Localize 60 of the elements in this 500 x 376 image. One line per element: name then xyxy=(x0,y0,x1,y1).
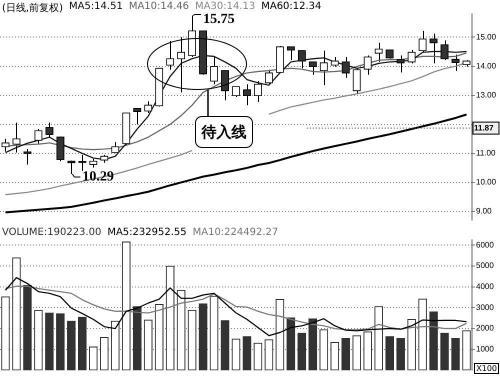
candlestick xyxy=(232,86,240,98)
candlestick xyxy=(254,80,262,102)
bar xyxy=(220,320,230,370)
candlestick xyxy=(111,142,120,154)
candlestick xyxy=(430,33,438,64)
text: VOLUME:190223.00 xyxy=(2,227,102,238)
y-tick-label: 5000 xyxy=(476,261,494,270)
bar xyxy=(198,303,208,370)
y-tick-label: 15.00 xyxy=(476,32,497,42)
y-tick-label: 10.00 xyxy=(476,178,497,187)
bar xyxy=(45,312,54,370)
text: MA5:232952.55 xyxy=(107,227,187,238)
text: X100 xyxy=(474,363,499,374)
ref-line-label: 11.87 xyxy=(474,123,494,132)
candlestick xyxy=(418,30,427,53)
text: MA60:12.34 xyxy=(261,1,322,14)
y-tick-label: 13.00 xyxy=(476,90,497,100)
candlestick xyxy=(243,84,251,106)
y-tick-label: 1000 xyxy=(476,344,494,354)
bar xyxy=(78,316,87,370)
text: MA30:14.13 xyxy=(195,1,256,12)
bar xyxy=(67,320,76,370)
annotation: 待入线 xyxy=(195,116,253,148)
candlestick xyxy=(24,148,32,165)
y-tick-label: 9.00 xyxy=(476,206,492,216)
chart-title: (日线,前复权) xyxy=(2,2,63,15)
candlestick xyxy=(440,40,448,61)
candlestick xyxy=(34,128,42,144)
text: MA10:224492.27 xyxy=(192,227,278,238)
text: MA5:14.51 xyxy=(68,1,123,14)
y-tick-label: 6000 xyxy=(476,240,494,250)
y-tick-label: 4000 xyxy=(476,282,494,292)
bar xyxy=(298,332,306,370)
bar xyxy=(308,318,318,370)
candlestick xyxy=(342,56,350,78)
y-tick-label: 2000 xyxy=(476,324,494,333)
candlestick xyxy=(210,56,218,85)
bar xyxy=(286,317,296,370)
y-tick-label: 3000 xyxy=(476,302,494,312)
bar xyxy=(451,338,460,370)
bar xyxy=(396,338,405,370)
annotation: 15.75 xyxy=(203,12,235,28)
y-tick-label: 14.00 xyxy=(476,61,497,70)
text: MA10:14.46 xyxy=(128,1,190,14)
bar xyxy=(440,332,449,370)
bar xyxy=(242,336,252,370)
bar xyxy=(429,312,438,370)
y-tick-label: 11.00 xyxy=(476,148,496,158)
bar xyxy=(385,336,394,370)
candlestick xyxy=(45,122,54,138)
bar xyxy=(56,313,65,370)
candlestick xyxy=(374,42,383,62)
annotation: 10.29 xyxy=(82,170,114,185)
candlestick xyxy=(133,108,142,125)
bar xyxy=(23,284,32,370)
bar xyxy=(132,306,142,370)
candlestick xyxy=(144,100,152,114)
candlestick xyxy=(452,54,460,72)
bar xyxy=(341,338,350,370)
candlestick xyxy=(265,69,273,85)
